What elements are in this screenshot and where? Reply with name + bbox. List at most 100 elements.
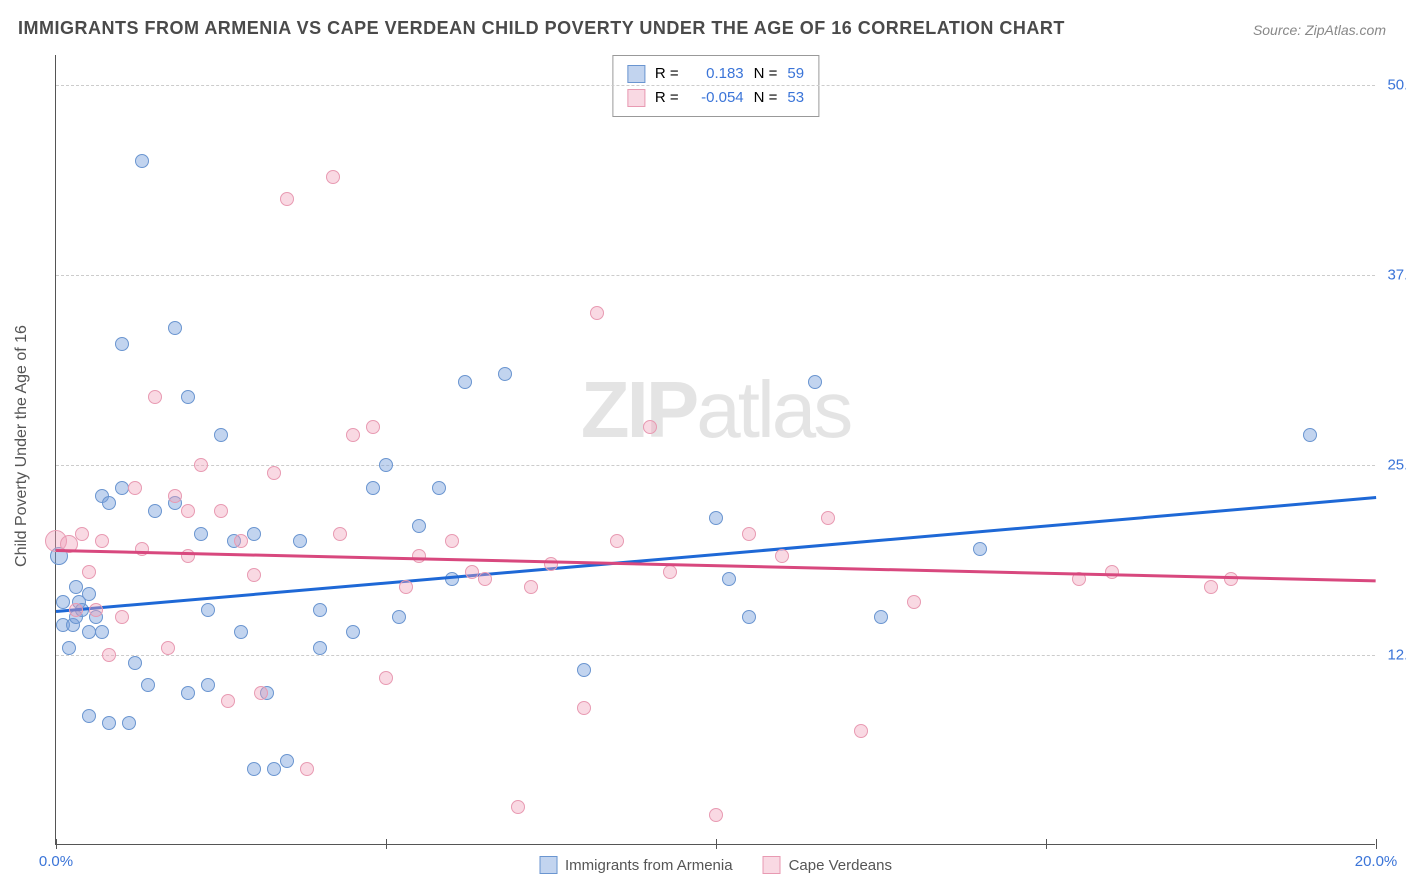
scatter-point [346, 428, 360, 442]
scatter-point [102, 648, 116, 662]
scatter-point [643, 420, 657, 434]
scatter-point [69, 603, 83, 617]
scatter-point [115, 610, 129, 624]
scatter-point [168, 489, 182, 503]
scatter-point [141, 678, 155, 692]
y-tick-label: 37.5% [1380, 267, 1406, 284]
scatter-point [313, 641, 327, 655]
scatter-point [280, 754, 294, 768]
scatter-point [135, 542, 149, 556]
scatter-point [1105, 565, 1119, 579]
n-value-2: 53 [787, 86, 804, 110]
scatter-point [293, 534, 307, 548]
gridline [56, 275, 1375, 276]
legend-swatch-2 [763, 856, 781, 874]
scatter-point [445, 572, 459, 586]
r-value-1: 0.183 [689, 62, 744, 86]
r-label: R = [655, 62, 679, 86]
scatter-point [267, 466, 281, 480]
scatter-point [379, 671, 393, 685]
scatter-point [95, 534, 109, 548]
x-tick-label: 20.0% [1355, 853, 1398, 870]
scatter-point [821, 511, 835, 525]
scatter-point [1224, 572, 1238, 586]
source-attribution: Source: ZipAtlas.com [1253, 22, 1386, 38]
scatter-point [148, 390, 162, 404]
scatter-point [445, 534, 459, 548]
scatter-point [115, 337, 129, 351]
x-tick [386, 839, 387, 849]
scatter-point [907, 595, 921, 609]
scatter-point [590, 306, 604, 320]
scatter-point [181, 504, 195, 518]
scatter-point [247, 568, 261, 582]
legend-item-2: Cape Verdeans [763, 856, 892, 874]
scatter-point [122, 716, 136, 730]
y-tick-label: 50.0% [1380, 77, 1406, 94]
legend-item-1: Immigrants from Armenia [539, 856, 733, 874]
scatter-point [709, 808, 723, 822]
n-label: N = [754, 62, 778, 86]
y-axis-label: Child Poverty Under the Age of 16 [13, 325, 31, 567]
r-label: R = [655, 86, 679, 110]
swatch-series2 [627, 89, 645, 107]
scatter-point [221, 694, 235, 708]
scatter-point [775, 549, 789, 563]
scatter-point [874, 610, 888, 624]
scatter-point [89, 603, 103, 617]
scatter-point [201, 678, 215, 692]
scatter-point [722, 572, 736, 586]
scatter-point [366, 420, 380, 434]
scatter-point [577, 701, 591, 715]
chart-title: IMMIGRANTS FROM ARMENIA VS CAPE VERDEAN … [18, 18, 1065, 39]
x-tick [716, 839, 717, 849]
legend-label-2: Cape Verdeans [789, 857, 892, 874]
scatter-point [95, 625, 109, 639]
scatter-point [69, 580, 83, 594]
scatter-point [458, 375, 472, 389]
scatter-point [524, 580, 538, 594]
scatter-point [366, 481, 380, 495]
scatter-point [168, 321, 182, 335]
scatter-point [161, 641, 175, 655]
scatter-point [102, 496, 116, 510]
scatter-point [194, 527, 208, 541]
scatter-plot-area: ZIPatlas R = 0.183 N = 59 R = -0.054 N =… [55, 55, 1375, 845]
scatter-point [511, 800, 525, 814]
stats-row-series2: R = -0.054 N = 53 [627, 86, 804, 110]
scatter-point [663, 565, 677, 579]
scatter-point [544, 557, 558, 571]
x-tick [56, 839, 57, 849]
y-tick-label: 25.0% [1380, 457, 1406, 474]
scatter-point [254, 686, 268, 700]
scatter-point [267, 762, 281, 776]
y-tick-label: 12.5% [1380, 647, 1406, 664]
scatter-point [201, 603, 215, 617]
scatter-point [577, 663, 591, 677]
scatter-point [392, 610, 406, 624]
scatter-point [82, 587, 96, 601]
scatter-point [313, 603, 327, 617]
scatter-point [75, 527, 89, 541]
x-tick-label: 0.0% [39, 853, 73, 870]
scatter-point [326, 170, 340, 184]
scatter-point [214, 428, 228, 442]
swatch-series1 [627, 65, 645, 83]
scatter-point [181, 686, 195, 700]
scatter-point [82, 625, 96, 639]
scatter-point [1303, 428, 1317, 442]
scatter-point [854, 724, 868, 738]
scatter-point [247, 527, 261, 541]
scatter-point [56, 595, 70, 609]
scatter-point [498, 367, 512, 381]
scatter-point [379, 458, 393, 472]
scatter-point [432, 481, 446, 495]
legend: Immigrants from Armenia Cape Verdeans [539, 856, 892, 874]
scatter-point [346, 625, 360, 639]
scatter-point [610, 534, 624, 548]
scatter-point [973, 542, 987, 556]
scatter-point [128, 481, 142, 495]
gridline [56, 655, 1375, 656]
scatter-point [808, 375, 822, 389]
scatter-point [478, 572, 492, 586]
